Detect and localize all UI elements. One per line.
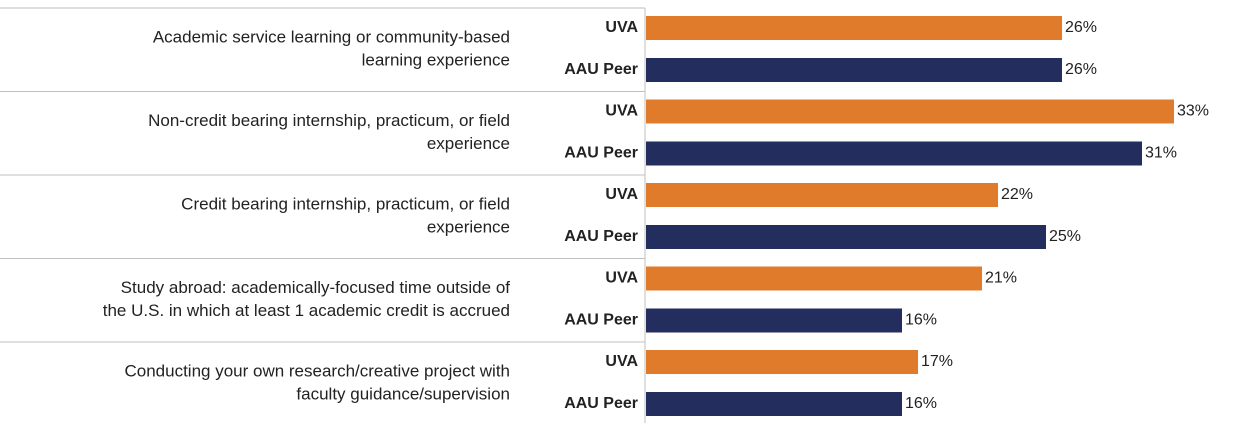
value-label: 22% [1001,186,1033,203]
category-label: Credit bearing internship, practicum, or… [181,195,510,214]
value-label: 26% [1065,61,1097,78]
series-label: AAU Peer [564,312,638,329]
bar [646,350,918,374]
category-label: Conducting your own research/creative pr… [124,362,510,381]
bar [646,392,902,416]
category-label: Study abroad: academically-focused time … [121,278,511,297]
bar [646,225,1046,249]
category-label: learning experience [362,51,510,70]
category-label: experience [427,134,510,153]
series-label: UVA [605,353,638,370]
bar [646,266,982,291]
series-label: UVA [605,270,638,287]
value-label: 31% [1145,145,1177,162]
category-label: the U.S. in which at least 1 academic cr… [103,301,510,320]
series-label: AAU Peer [564,145,638,162]
series-label: AAU Peer [564,228,638,245]
series-label: AAU Peer [564,61,638,78]
bar [646,99,1174,124]
value-label: 21% [985,270,1017,287]
bar [646,308,902,333]
value-label: 17% [921,353,953,370]
series-label: UVA [605,103,638,120]
value-label: 25% [1049,228,1081,245]
value-label: 26% [1065,19,1097,36]
category-label: Non-credit bearing internship, practicum… [148,111,510,130]
category-label: Academic service learning or community-b… [153,28,510,47]
series-label: UVA [605,186,638,203]
category-label: faculty guidance/supervision [296,385,510,404]
value-label: 33% [1177,103,1209,120]
series-label: AAU Peer [564,395,638,412]
bar [646,141,1142,166]
category-label: experience [427,218,510,237]
value-label: 16% [905,395,937,412]
bar [646,58,1062,82]
bar [646,183,998,207]
bar [646,16,1062,40]
series-label: UVA [605,19,638,36]
value-label: 16% [905,312,937,329]
